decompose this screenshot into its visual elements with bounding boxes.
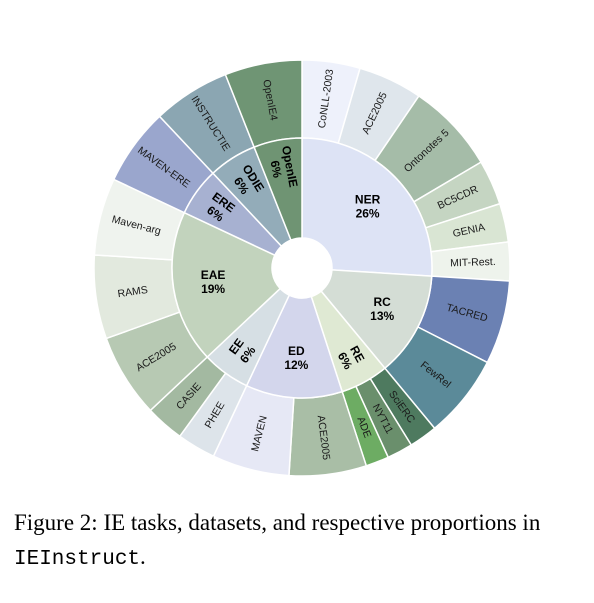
inner-label-pct-rc: 13%: [370, 309, 394, 323]
inner-label-name-ed: ED: [288, 344, 305, 358]
inner-segment-ner: [301, 137, 433, 277]
outer-label-ed-ace2005: ACE2005: [315, 415, 333, 461]
inner-segment-eae: [171, 211, 282, 359]
outer-label-eae-rams: RAMS: [117, 284, 149, 300]
inner-label-pct-ed: 12%: [284, 358, 308, 372]
inner-segment-openie: [253, 137, 303, 242]
caption-text: Figure 2: IE tasks, datasets, and respec…: [14, 510, 541, 535]
inner-segment-rc: [320, 269, 433, 370]
inner-label-name-eae: EAE: [201, 268, 226, 282]
inner-label-name-rc: RC: [374, 295, 392, 309]
outer-label-ner-mit-rest: MIT-Rest.: [450, 256, 496, 269]
figure-caption: Figure 2: IE tasks, datasets, and respec…: [14, 506, 586, 577]
inner-label-pct-openie: 6%: [268, 159, 285, 179]
caption-suffix: .: [140, 544, 146, 569]
inner-segment-ed: [245, 294, 344, 399]
caption-code: IEInstruct: [14, 548, 141, 571]
inner-label-pct-eae: 19%: [201, 282, 225, 296]
inner-label-name-ner: NER: [355, 192, 381, 206]
inner-label-pct-ner: 26%: [356, 206, 380, 220]
